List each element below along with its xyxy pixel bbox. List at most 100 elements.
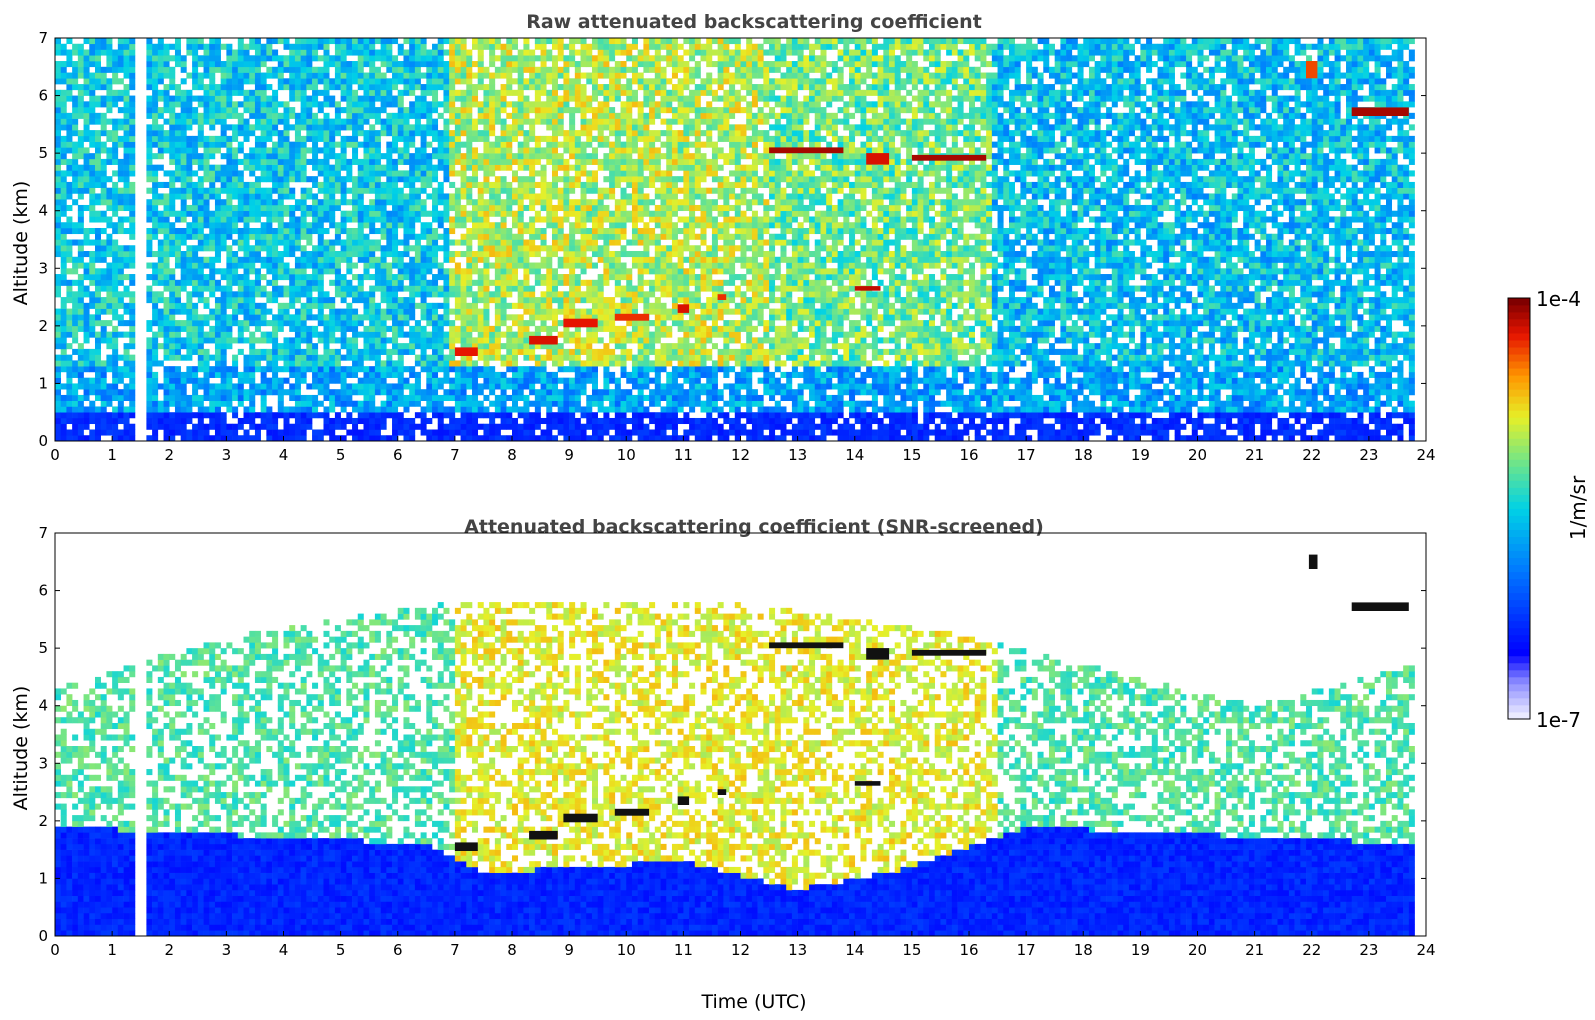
x-tick-label-0-9: 9	[564, 446, 574, 464]
cloud-layer-1-9	[912, 650, 986, 656]
x-tick-label-1-17: 17	[1017, 941, 1036, 959]
y-tick-label-0-7: 7	[38, 29, 48, 47]
x-tick-label-1-15: 15	[902, 941, 921, 959]
cloud-layer-0-4	[678, 304, 689, 313]
cloud-layer-0-11	[1352, 107, 1409, 116]
x-tick-label-1-2: 2	[164, 941, 174, 959]
cloud-layer-1-5	[718, 789, 727, 795]
cloud-layer-0-9	[912, 155, 986, 161]
cloud-layer-1-0	[455, 842, 478, 851]
panel-screened-ylabel: Altitude (km)	[10, 686, 32, 811]
x-tick-label-1-12: 12	[731, 941, 750, 959]
y-tick-label-1-2: 2	[38, 812, 48, 830]
y-tick-label-0-6: 6	[38, 87, 48, 105]
y-tick-label-0-0: 0	[38, 432, 48, 450]
x-tick-label-0-20: 20	[1188, 446, 1207, 464]
x-tick-label-0-24: 24	[1416, 446, 1435, 464]
colorbar-max-label: 1e-4	[1536, 287, 1581, 311]
colorbar-min-label: 1e-7	[1536, 708, 1581, 732]
colorbar: 1e-4 1e-7 1/m/sr	[1508, 287, 1590, 732]
x-tick-label-1-19: 19	[1131, 941, 1150, 959]
x-tick-label-0-22: 22	[1302, 446, 1321, 464]
panel-raw-title: Raw attenuated backscattering coefficien…	[526, 11, 982, 33]
x-tick-label-0-17: 17	[1017, 446, 1036, 464]
x-tick-label-0-12: 12	[731, 446, 750, 464]
x-tick-label-0-16: 16	[959, 446, 978, 464]
panel-screened-xlabel: Time (UTC)	[700, 991, 806, 1013]
x-tick-label-1-10: 10	[617, 941, 636, 959]
x-tick-label-0-11: 11	[674, 446, 693, 464]
x-tick-label-0-5: 5	[336, 446, 346, 464]
cloud-layer-0-0	[455, 347, 478, 356]
cloud-layer-1-7	[855, 781, 881, 786]
x-tick-label-0-3: 3	[222, 446, 232, 464]
x-tick-label-1-1: 1	[107, 941, 117, 959]
x-tick-label-0-21: 21	[1245, 446, 1264, 464]
cloud-layer-1-4	[678, 796, 689, 805]
cloud-layer-1-3	[615, 809, 649, 816]
panel-screened-plot	[55, 533, 1426, 936]
cloud-layer-1-11	[1352, 602, 1409, 611]
y-tick-label-1-5: 5	[38, 639, 48, 657]
panel-raw-plot	[55, 38, 1426, 441]
cloud-layer-1-8	[866, 648, 889, 660]
y-tick-label-1-7: 7	[38, 524, 48, 542]
y-tick-label-0-2: 2	[38, 317, 48, 335]
x-tick-label-0-19: 19	[1131, 446, 1150, 464]
y-tick-label-1-1: 1	[38, 869, 48, 887]
x-tick-label-0-6: 6	[393, 446, 403, 464]
x-tick-label-1-21: 21	[1245, 941, 1264, 959]
heatmap-field-1	[55, 602, 1415, 936]
cloud-layer-1-2	[563, 814, 597, 823]
y-tick-label-0-1: 1	[38, 374, 48, 392]
cloud-layer-0-6	[769, 147, 843, 153]
y-tick-label-1-0: 0	[38, 927, 48, 945]
x-tick-label-1-5: 5	[336, 941, 346, 959]
x-tick-label-1-9: 9	[564, 941, 574, 959]
y-tick-label-0-5: 5	[38, 144, 48, 162]
y-tick-label-1-6: 6	[38, 582, 48, 600]
x-tick-label-1-0: 0	[50, 941, 60, 959]
x-tick-label-1-18: 18	[1074, 941, 1093, 959]
cloud-layer-0-10	[1306, 61, 1317, 78]
x-tick-label-0-7: 7	[450, 446, 460, 464]
cloud-layer-0-8	[866, 153, 889, 165]
x-tick-label-1-6: 6	[393, 941, 403, 959]
y-tick-label-0-3: 3	[38, 259, 48, 277]
x-tick-label-1-20: 20	[1188, 941, 1207, 959]
x-tick-label-0-14: 14	[845, 446, 864, 464]
y-tick-label-1-3: 3	[38, 754, 48, 772]
cloud-layer-1-6	[769, 642, 843, 648]
x-tick-label-1-4: 4	[279, 941, 289, 959]
x-tick-label-1-16: 16	[959, 941, 978, 959]
x-tick-label-1-24: 24	[1416, 941, 1435, 959]
panel-screened: Attenuated backscattering coefficient (S…	[10, 516, 1436, 1013]
colorbar-gradient	[1508, 298, 1530, 719]
x-tick-label-0-4: 4	[279, 446, 289, 464]
x-tick-label-0-2: 2	[164, 446, 174, 464]
x-tick-label-1-22: 22	[1302, 941, 1321, 959]
x-tick-label-1-8: 8	[507, 941, 517, 959]
cloud-layer-0-2	[563, 319, 597, 328]
x-tick-label-1-11: 11	[674, 941, 693, 959]
x-tick-label-1-13: 13	[788, 941, 807, 959]
cloud-layer-0-7	[855, 286, 881, 291]
panel-screened-title: Attenuated backscattering coefficient (S…	[464, 516, 1044, 538]
x-tick-label-1-3: 3	[222, 941, 232, 959]
x-tick-label-0-10: 10	[617, 446, 636, 464]
cloud-layer-0-5	[718, 294, 727, 300]
x-tick-label-0-13: 13	[788, 446, 807, 464]
x-tick-label-1-23: 23	[1359, 941, 1378, 959]
y-tick-label-1-4: 4	[38, 697, 48, 715]
x-tick-label-0-18: 18	[1074, 446, 1093, 464]
heatmap-field-0	[55, 38, 1415, 441]
x-tick-label-1-7: 7	[450, 941, 460, 959]
panel-raw: Raw attenuated backscattering coefficien…	[10, 11, 1436, 464]
x-tick-label-0-0: 0	[50, 446, 60, 464]
cloud-layer-0-3	[615, 314, 649, 321]
x-tick-label-0-8: 8	[507, 446, 517, 464]
y-tick-label-0-4: 4	[38, 202, 48, 220]
x-tick-label-0-1: 1	[107, 446, 117, 464]
panel-raw-ylabel: Altitude (km)	[10, 181, 32, 306]
